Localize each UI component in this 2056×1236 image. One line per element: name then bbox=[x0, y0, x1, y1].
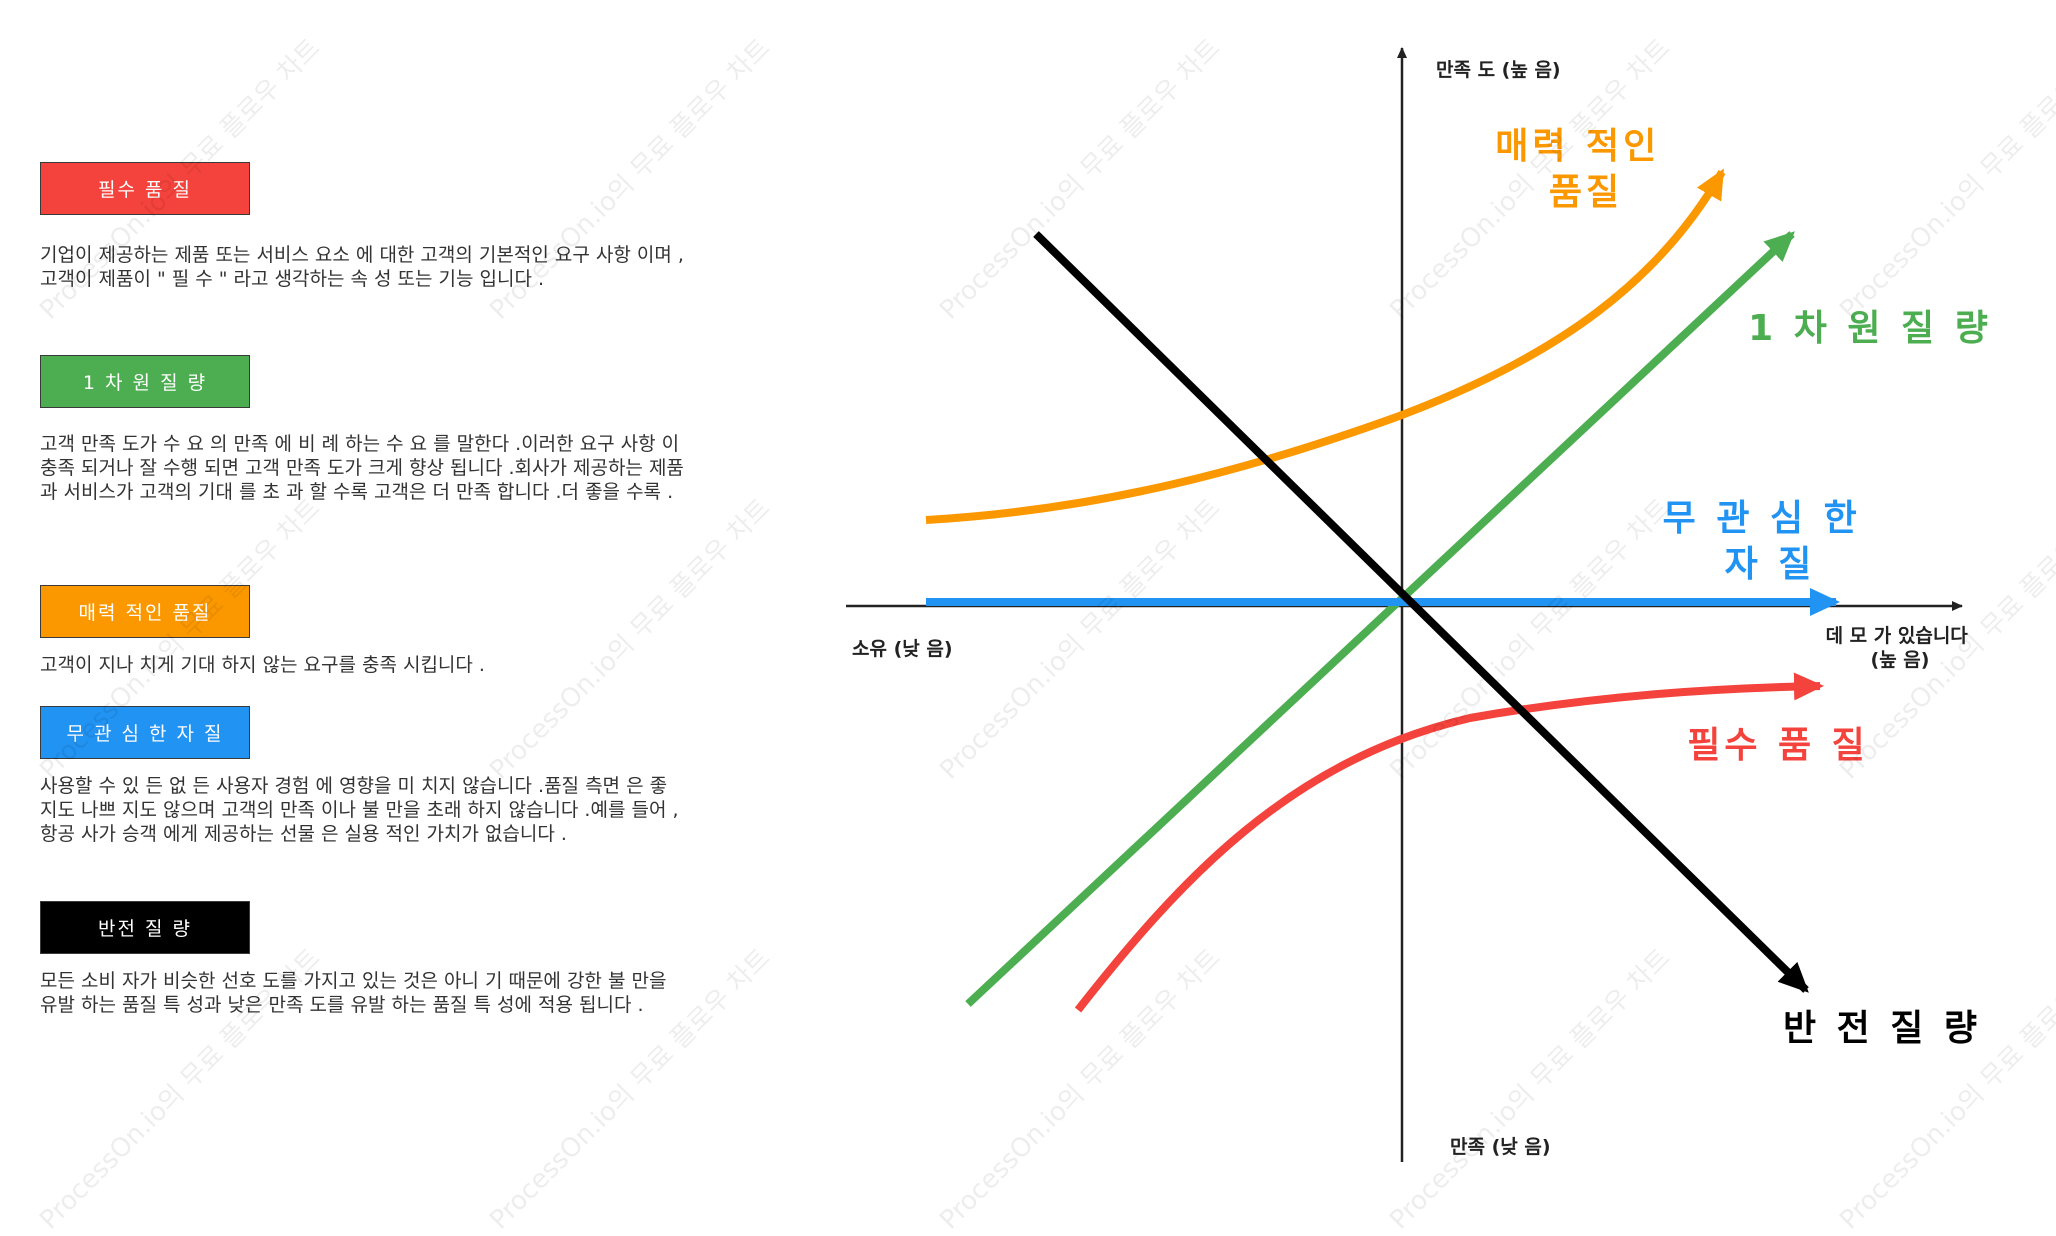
legend-desc-must-be: 기업이 제공하는 제품 또는 서비스 요소 에 대한 고객의 기본적인 요구 사… bbox=[40, 243, 780, 291]
x-axis-right-label: 데 모 가 있습니다 (높 음) bbox=[1826, 625, 1975, 671]
legend-desc-attractive: 고객이 지나 치게 기대 하지 않는 요구를 충족 시킵니다 . bbox=[40, 653, 780, 677]
x-axis-right-label-line1: 데 모 가 있습니다 bbox=[1826, 625, 1969, 647]
legend-desc-reverse: 모든 소비 자가 비슷한 선호 도를 가지고 있는 것은 아니 기 때문에 강한… bbox=[40, 969, 780, 1017]
label-reverse: 반 전 질 량 bbox=[1783, 1008, 1981, 1049]
label-must-be: 필수 품 질 bbox=[1687, 725, 1869, 766]
legend-desc-line: 고객이 지나 치게 기대 하지 않는 요구를 충족 시킵니다 . bbox=[40, 654, 485, 676]
curve-attractive bbox=[925, 168, 1726, 524]
legend-tag-must-be: 필수 품 질 bbox=[40, 162, 250, 215]
label-indifferent-line1: 무 관 심 한 bbox=[1663, 498, 1861, 539]
x-axis-left-label: 소유 (낮 음) bbox=[852, 638, 953, 660]
x-axis-right-label-line2: (높 음) bbox=[1871, 649, 1930, 671]
label-attractive-line1: 매력 적인 bbox=[1495, 126, 1660, 167]
legend-desc-line: 항공 사가 승객 에게 제공하는 선물 은 실용 적인 가치가 없습니다 . bbox=[40, 823, 567, 845]
legend-desc-line: 유발 하는 품질 특 성과 낮은 만족 도를 유발 하는 품질 특 성에 적용 … bbox=[40, 994, 644, 1016]
legend-desc-line: 고객 만족 도가 수 요 의 만족 에 비 례 하는 수 요 를 말한다 .이러… bbox=[40, 433, 680, 455]
label-indifferent-line2: 자 질 bbox=[1725, 544, 1816, 585]
curve-reverse bbox=[1033, 231, 1809, 993]
label-one-dimensional: 1 차 원 질 량 bbox=[1748, 308, 1992, 349]
legend-desc-line: 지도 나쁘 지도 않으며 고객의 만족 이나 불 만을 초래 하지 않습니다 .… bbox=[40, 799, 679, 821]
legend-tag-reverse: 반전 질 량 bbox=[40, 901, 250, 954]
curve-must-be bbox=[1074, 672, 1824, 1013]
label-indifferent: 무 관 심 한 자 질 bbox=[1663, 498, 1878, 585]
curve-one-dimensional bbox=[965, 231, 1795, 1007]
legend-desc-line: 고객이 제품이 " 필 수 " 라고 생각하는 속 성 또는 기능 입니다 . bbox=[40, 268, 545, 290]
y-axis-top-label: 만족 도 (높 음) bbox=[1436, 59, 1561, 81]
legend-desc-line: 충족 되거나 잘 수행 되면 고객 만족 도가 크게 향상 됩니다 .회사가 제… bbox=[40, 457, 684, 479]
legend-desc-line: 모든 소비 자가 비슷한 선호 도를 가지고 있는 것은 아니 기 때문에 강한… bbox=[40, 970, 667, 992]
kano-diagram: 만족 도 (높 음) 만족 (낮 음) 소유 (낮 음) 데 모 가 있습니다 … bbox=[846, 47, 1992, 1162]
legend-tag-attractive: 매력 적인 품질 bbox=[40, 585, 250, 638]
y-axis-bottom-label: 만족 (낮 음) bbox=[1450, 1136, 1551, 1158]
legend-desc-indifferent: 사용할 수 있 든 없 든 사용자 경험 에 영향을 미 치지 않습니다 .품질… bbox=[40, 774, 780, 846]
legend-desc-line: 기업이 제공하는 제품 또는 서비스 요소 에 대한 고객의 기본적인 요구 사… bbox=[40, 244, 684, 266]
label-attractive-line2: 품질 bbox=[1549, 172, 1623, 213]
legend-tag-one-dimensional: 1 차 원 질 량 bbox=[40, 355, 250, 408]
label-attractive: 매력 적인 품질 bbox=[1495, 126, 1677, 213]
legend-desc-line: 과 서비스가 고객의 기대 를 초 과 할 수록 고객은 더 만족 합니다 .더… bbox=[40, 481, 674, 503]
legend-desc-line: 사용할 수 있 든 없 든 사용자 경험 에 영향을 미 치지 않습니다 .품질… bbox=[40, 775, 668, 797]
legend-desc-one-dimensional: 고객 만족 도가 수 요 의 만족 에 비 례 하는 수 요 를 말한다 .이러… bbox=[40, 432, 780, 504]
legend-tag-indifferent: 무 관 심 한 자 질 bbox=[40, 706, 250, 759]
